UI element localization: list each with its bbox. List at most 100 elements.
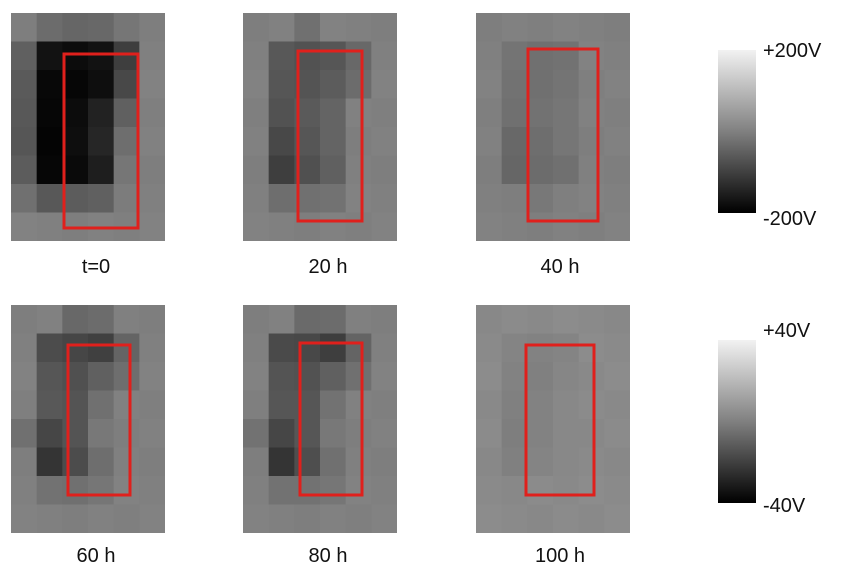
map-pixel <box>345 476 372 505</box>
map-pixel <box>527 419 554 448</box>
map-pixel <box>553 184 580 213</box>
map-pixel <box>553 504 580 533</box>
map-pixel <box>139 447 165 477</box>
map-pixel <box>578 98 605 128</box>
map-pixel <box>11 333 38 363</box>
map-pixel <box>476 70 503 99</box>
map-pixel <box>113 41 140 71</box>
map-pixel <box>11 184 38 213</box>
map-pixel <box>527 333 554 363</box>
map-pixel <box>268 305 295 334</box>
map-pixel <box>36 362 63 391</box>
map-pixel <box>320 305 347 334</box>
region-outline <box>66 343 132 497</box>
map-pixel <box>62 419 89 448</box>
map-pixel <box>243 70 270 99</box>
map-pixel <box>371 504 397 533</box>
map-pixel <box>139 362 165 391</box>
map-pixel <box>578 184 605 213</box>
map-pixel <box>604 98 630 128</box>
map-pixel <box>268 362 295 391</box>
map-pixel <box>553 333 580 363</box>
map-pixel <box>604 41 630 71</box>
map-pixel <box>501 127 528 156</box>
map-pixel <box>527 70 554 99</box>
map-pixel <box>294 476 321 505</box>
map-pixel <box>11 212 38 241</box>
map-pixel <box>243 127 270 156</box>
map-pixel <box>604 184 630 213</box>
map-pixel <box>501 212 528 241</box>
map-pixel <box>604 155 630 185</box>
map-pixel <box>371 305 397 334</box>
map-pixel <box>604 447 630 477</box>
map-pixel <box>294 504 321 533</box>
map-pixel <box>139 333 165 363</box>
map-pixel <box>345 305 372 334</box>
time-label-80h: 80 h <box>308 545 348 567</box>
map-pixel <box>320 184 347 213</box>
map-pixel <box>113 333 140 363</box>
map-pixel <box>501 305 528 334</box>
map-pixel <box>501 390 528 420</box>
map-pixel <box>501 476 528 505</box>
time-label-20h: 20 h <box>308 256 348 278</box>
map-pixel <box>294 305 321 334</box>
map-pixel <box>371 41 397 71</box>
map-pixel <box>527 362 554 391</box>
map-pixel <box>88 70 115 99</box>
map-pixel <box>578 447 605 477</box>
map-pixel <box>527 155 554 185</box>
map-pixel <box>139 504 165 533</box>
map-pixel <box>62 476 89 505</box>
map-pixel <box>553 41 580 71</box>
map-pixel <box>88 305 115 334</box>
map-pixel <box>476 362 503 391</box>
map-pixel <box>113 362 140 391</box>
voltage-map-40h <box>476 13 630 241</box>
map-pixel <box>553 13 580 42</box>
map-pixel <box>320 127 347 156</box>
map-pixel <box>553 70 580 99</box>
map-pixel <box>268 155 295 185</box>
map-pixel <box>268 13 295 42</box>
colorbar-top <box>718 50 756 213</box>
voltage-map-image <box>476 13 630 241</box>
map-pixel <box>11 305 38 334</box>
map-pixel <box>527 504 554 533</box>
map-pixel <box>501 184 528 213</box>
map-pixel <box>501 13 528 42</box>
map-pixel <box>62 41 89 71</box>
map-pixel <box>604 362 630 391</box>
colorbar-top-max-label: +200V <box>763 40 822 62</box>
map-pixel <box>604 419 630 448</box>
map-pixel <box>88 13 115 42</box>
map-pixel <box>268 390 295 420</box>
map-pixel <box>527 184 554 213</box>
map-pixel <box>113 13 140 42</box>
map-pixel <box>320 212 347 241</box>
map-pixel <box>11 419 38 448</box>
map-pixel <box>62 447 89 477</box>
map-pixel <box>527 13 554 42</box>
map-pixel <box>476 127 503 156</box>
map-pixel <box>345 362 372 391</box>
map-pixel <box>268 127 295 156</box>
time-label-60h: 60 h <box>76 545 116 567</box>
map-pixel <box>243 362 270 391</box>
map-pixel <box>139 70 165 99</box>
map-pixel <box>36 305 63 334</box>
map-pixel <box>320 13 347 42</box>
map-pixel <box>113 504 140 533</box>
map-pixel <box>243 305 270 334</box>
map-pixel <box>62 13 89 42</box>
map-pixel <box>476 41 503 71</box>
map-pixel <box>371 362 397 391</box>
voltage-map-80h <box>243 305 397 533</box>
map-pixel <box>268 70 295 99</box>
voltage-map-image <box>243 305 397 533</box>
map-pixel <box>320 41 347 71</box>
map-pixel <box>476 305 503 334</box>
map-pixel <box>553 127 580 156</box>
map-pixel <box>604 127 630 156</box>
